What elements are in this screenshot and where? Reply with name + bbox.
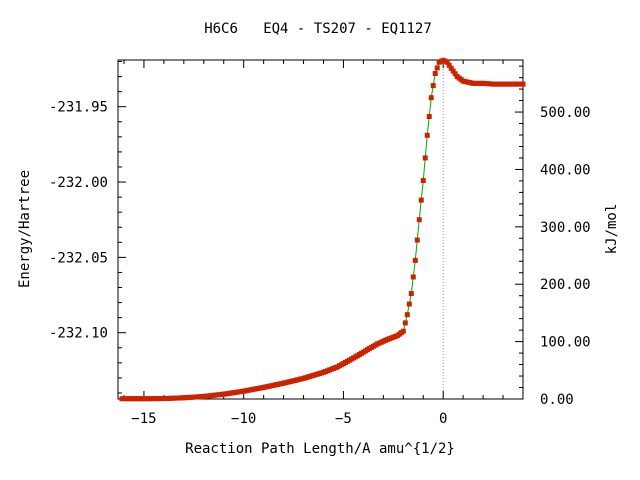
- x-tick-label: −5: [335, 411, 352, 427]
- data-point: [520, 81, 526, 87]
- data-point: [420, 178, 426, 184]
- y-axis-label: Energy/Hartree: [17, 170, 33, 288]
- data-marks-group: [119, 57, 526, 402]
- data-point: [446, 62, 452, 68]
- data-point: [414, 237, 420, 243]
- data-point: [406, 301, 412, 307]
- chart-title: H6C6 EQ4 - TS207 - EQ1127: [204, 21, 432, 37]
- data-point: [404, 312, 410, 318]
- data-point: [400, 328, 406, 334]
- y2-tick-label: 500.00: [540, 105, 591, 121]
- data-point: [418, 197, 424, 203]
- y2-tick-label: 200.00: [540, 277, 591, 293]
- data-point: [450, 68, 456, 74]
- data-point: [424, 132, 430, 138]
- series-line: [121, 59, 523, 400]
- data-point: [410, 274, 416, 280]
- data-point: [416, 217, 422, 223]
- data-point: [434, 65, 440, 71]
- y2-axis-label: kJ/mol: [604, 204, 620, 255]
- data-point: [452, 71, 458, 77]
- plot-frame: [117, 59, 524, 400]
- data-point: [412, 257, 418, 263]
- axes-group: −15 −10 −5 0 -231.95 -232.00 -232.05 -232.10 500…: [49, 59, 591, 427]
- y2-tick-label: 100.00: [540, 335, 591, 351]
- data-point: [448, 65, 454, 71]
- data-point: [444, 59, 450, 65]
- data-point: [408, 291, 414, 297]
- y2-tick-label: 300.00: [540, 220, 591, 236]
- x-tick-label: −10: [231, 411, 256, 427]
- y-tick-label: -231.95: [49, 100, 108, 116]
- y-tick-label: -232.05: [49, 250, 108, 266]
- data-point: [402, 320, 408, 326]
- y-tick-label: -232.00: [49, 175, 108, 191]
- x-tick-label: 0: [439, 411, 447, 427]
- x-axis-label: Reaction Path Length/A amu^{1/2}: [185, 441, 455, 457]
- y-tick-label: -232.10: [49, 326, 108, 342]
- data-point: [426, 114, 432, 119]
- x-tick-label: −15: [131, 411, 156, 427]
- y2-tick-label: 400.00: [540, 162, 591, 178]
- data-point: [422, 155, 428, 161]
- data-point: [430, 83, 436, 89]
- data-point: [428, 95, 434, 101]
- y2-tick-label: 0.00: [540, 392, 574, 408]
- data-point: [432, 71, 438, 77]
